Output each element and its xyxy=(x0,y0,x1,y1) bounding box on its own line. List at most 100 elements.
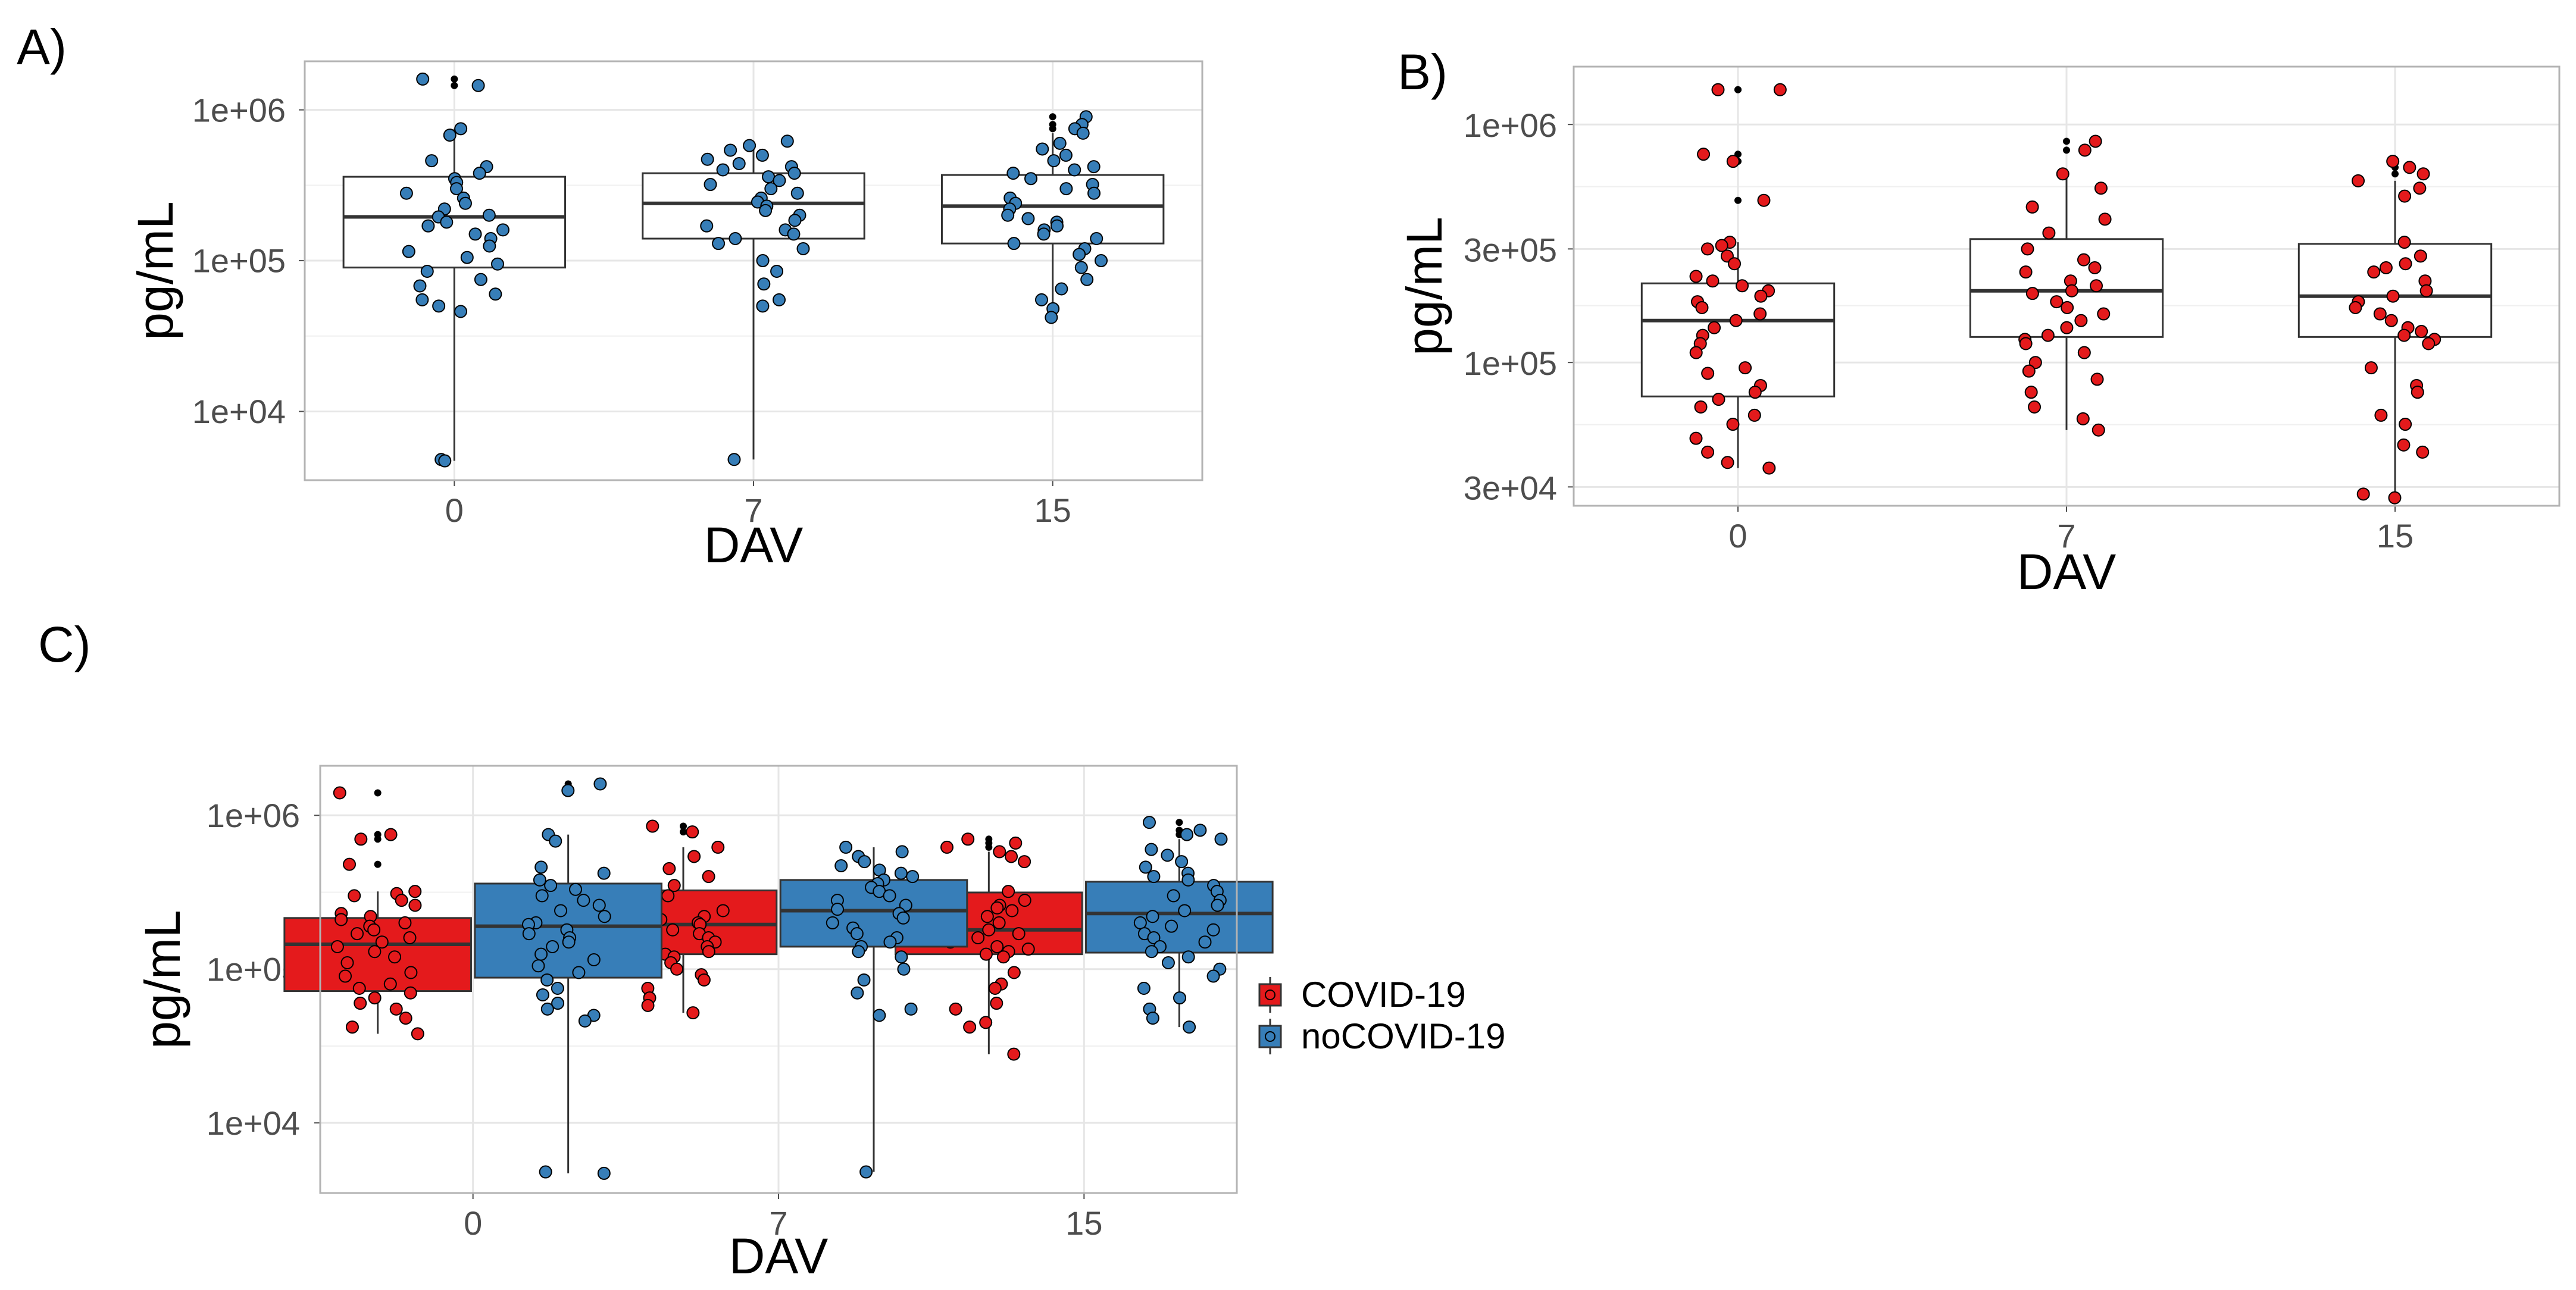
legend-key-point xyxy=(1265,990,1276,1000)
data-point xyxy=(2028,356,2042,370)
data-point xyxy=(1706,274,1720,288)
data-point xyxy=(1059,148,1073,162)
data-point xyxy=(2092,423,2105,437)
data-point xyxy=(388,950,402,964)
data-point xyxy=(1754,289,1768,303)
data-point xyxy=(1145,945,1158,959)
data-point xyxy=(1178,904,1192,918)
data-point xyxy=(1711,83,1725,96)
data-point xyxy=(2415,325,2428,339)
data-point xyxy=(1139,860,1152,874)
data-point xyxy=(1055,282,1068,296)
data-point xyxy=(454,122,468,136)
data-point xyxy=(641,998,655,1012)
data-point xyxy=(483,239,496,253)
data-point xyxy=(544,879,558,893)
data-point xyxy=(402,245,415,258)
data-point xyxy=(1133,916,1147,929)
data-point xyxy=(1147,870,1161,884)
panel-label: C) xyxy=(38,616,91,672)
data-point xyxy=(2078,143,2092,157)
data-point xyxy=(2098,212,2112,226)
data-point xyxy=(443,129,457,142)
data-point xyxy=(756,299,770,313)
data-point xyxy=(2097,307,2111,321)
y-tick-label: 1e+05 xyxy=(1464,345,1557,382)
data-point xyxy=(416,72,430,86)
outlier-point xyxy=(451,75,458,83)
data-point xyxy=(2399,257,2412,271)
data-point xyxy=(348,889,361,903)
data-point xyxy=(1021,943,1035,956)
data-point xyxy=(2384,314,2398,327)
data-point xyxy=(403,931,417,944)
data-point xyxy=(532,959,545,973)
panel-border xyxy=(319,765,1238,1194)
data-point xyxy=(534,947,548,961)
x-tick-label: 0 xyxy=(445,491,464,529)
data-point xyxy=(729,232,742,246)
data-point xyxy=(2041,328,2055,342)
data-point xyxy=(415,293,429,306)
y-tick-label: 1e+06 xyxy=(192,91,286,129)
data-point xyxy=(449,182,463,196)
data-point xyxy=(982,923,996,937)
data-point xyxy=(1757,193,1771,207)
data-point xyxy=(850,927,864,941)
data-point xyxy=(593,777,607,791)
data-point xyxy=(993,845,1006,859)
data-point xyxy=(368,945,382,959)
outlier-point xyxy=(374,860,382,868)
data-point xyxy=(756,254,770,268)
data-point xyxy=(1005,904,1019,918)
data-point xyxy=(666,923,680,937)
data-point xyxy=(1142,816,1156,829)
data-point xyxy=(940,840,954,854)
data-point xyxy=(2089,134,2102,148)
data-point xyxy=(1728,257,1742,271)
y-tick-label: 1e+04 xyxy=(207,1104,300,1142)
data-point xyxy=(2397,328,2411,342)
outlier-point xyxy=(680,822,687,830)
data-point xyxy=(873,1009,886,1022)
data-point xyxy=(1167,889,1180,903)
data-point xyxy=(1059,182,1073,196)
data-point xyxy=(2074,314,2088,327)
data-point xyxy=(522,927,536,941)
data-point xyxy=(367,923,381,937)
data-point xyxy=(2379,261,2393,275)
data-point xyxy=(996,950,1010,964)
data-point xyxy=(1165,919,1178,933)
data-point xyxy=(352,982,366,995)
data-point xyxy=(351,927,364,941)
data-point xyxy=(578,1014,592,1028)
data-point xyxy=(732,157,746,171)
data-point xyxy=(2411,386,2424,399)
data-point xyxy=(536,988,549,1002)
data-point xyxy=(2397,236,2411,249)
data-point xyxy=(345,1020,359,1034)
panel-label: B) xyxy=(1398,44,1448,100)
box-all-dav-7 xyxy=(642,172,865,240)
x-tick-label: 15 xyxy=(2377,517,2414,555)
outlier-point xyxy=(1176,819,1183,826)
data-point xyxy=(834,859,848,873)
data-point xyxy=(646,819,659,833)
data-point xyxy=(904,1002,918,1016)
data-point xyxy=(1206,923,1220,937)
data-point xyxy=(1726,418,1740,431)
data-point xyxy=(1214,832,1228,846)
data-point xyxy=(1021,212,1035,226)
data-point xyxy=(562,935,576,949)
data-point xyxy=(859,1165,873,1179)
data-point xyxy=(826,916,839,929)
data-point xyxy=(1073,248,1086,261)
data-point xyxy=(473,167,486,180)
data-point xyxy=(2021,242,2034,256)
data-point xyxy=(420,264,434,278)
data-point xyxy=(686,1006,700,1020)
data-point xyxy=(1175,855,1189,869)
data-point xyxy=(1773,83,1787,96)
data-point xyxy=(454,305,468,318)
